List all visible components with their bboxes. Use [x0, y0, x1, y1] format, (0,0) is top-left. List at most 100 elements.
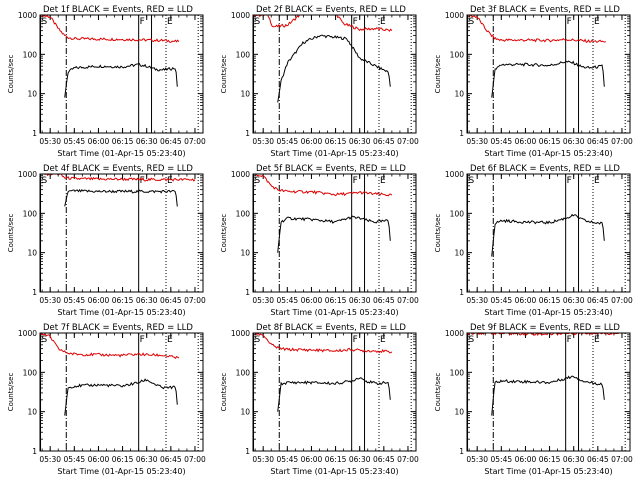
x-tick-label: 07:00: [184, 296, 206, 305]
y-axis-label: Counts/sec: [220, 55, 228, 94]
x-tick-label: 06:15: [112, 296, 134, 305]
x-tick-label: 05:30: [466, 137, 488, 146]
x-axis-label: Start Time (01-Apr-15 05:23:40): [57, 308, 185, 317]
x-tick-label: 06:00: [88, 137, 110, 146]
time-marker-label: S: [469, 17, 475, 27]
time-marker-label: E: [380, 17, 386, 27]
y-axis-label: Counts/sec: [7, 214, 15, 253]
x-tick-label: 05:30: [252, 137, 274, 146]
x-tick-label: 07:00: [611, 296, 633, 305]
y-axis-label: Counts/sec: [434, 373, 442, 412]
time-marker-label: F: [140, 176, 145, 186]
panel-data: [467, 333, 623, 416]
x-tick-label: 06:15: [539, 296, 561, 305]
panel-data: [467, 15, 607, 98]
y-tick-label: 1000: [231, 170, 250, 179]
time-marker-label: E: [380, 176, 386, 186]
series-line-lld: [40, 15, 180, 43]
time-marker-label: S: [255, 335, 261, 345]
y-tick-label: 1000: [18, 11, 37, 20]
y-tick-label: 1: [245, 447, 250, 456]
y-axis-label: Counts/sec: [220, 373, 228, 412]
panel-data: [253, 15, 393, 103]
series-line-events: [64, 188, 178, 207]
x-tick-label: 07:00: [397, 137, 419, 146]
x-tick-label: 07:00: [611, 455, 633, 464]
time-marker-label: E: [167, 335, 173, 345]
x-axis-label: Start Time (01-Apr-15 05:23:40): [270, 467, 398, 476]
x-axis-label: Start Time (01-Apr-15 05:23:40): [57, 467, 185, 476]
panel-det-5: Det 5f BLACK = Events, RED = LLD Counts/s…: [220, 164, 419, 317]
panel-det-7: Det 7f BLACK = Events, RED = LLD Counts/s…: [7, 323, 206, 476]
series-line-lld: [40, 174, 196, 182]
y-tick-label: 1000: [231, 11, 250, 20]
y-tick-label: 10: [240, 249, 250, 258]
panel-title: Det 2f BLACK = Events, RED = LLD: [256, 5, 406, 15]
x-tick-label: 06:45: [587, 137, 609, 146]
time-marker-label: E: [594, 335, 600, 345]
x-tick-label: 06:30: [136, 455, 158, 464]
series-line-lld: [253, 174, 393, 197]
plot-frame: [39, 14, 204, 134]
time-marker-label: S: [255, 17, 261, 27]
plot-frame: [466, 14, 631, 134]
series-line-events: [277, 34, 391, 103]
x-tick-label: 06:15: [325, 296, 347, 305]
x-tick-label: 06:15: [539, 455, 561, 464]
x-tick-label: 06:30: [563, 296, 585, 305]
series-line-lld: [253, 15, 393, 32]
x-tick-label: 06:15: [112, 455, 134, 464]
time-marker-label: S: [42, 176, 48, 186]
y-axis-label: Counts/sec: [434, 55, 442, 94]
panel-det-9: Det 9f BLACK = Events, RED = LLD Counts/s…: [434, 323, 633, 476]
time-marker-label: F: [353, 17, 358, 27]
x-tick-label: 06:45: [373, 137, 395, 146]
x-tick-label: 07:00: [397, 455, 419, 464]
time-marker-label: S: [469, 335, 475, 345]
x-tick-label: 06:15: [325, 137, 347, 146]
x-tick-label: 05:45: [64, 455, 86, 464]
x-tick-label: 05:30: [39, 296, 61, 305]
y-tick-label: 100: [450, 368, 465, 377]
time-marker-label: F: [567, 176, 572, 186]
x-tick-label: 06:15: [539, 137, 561, 146]
x-tick-label: 07:00: [184, 455, 206, 464]
x-tick-label: 06:30: [136, 296, 158, 305]
plot-frame: [39, 173, 204, 293]
time-marker-label: S: [42, 17, 48, 27]
x-tick-label: 06:45: [160, 137, 182, 146]
y-tick-label: 1: [459, 447, 464, 456]
panel-title: Det 3f BLACK = Events, RED = LLD: [470, 5, 620, 15]
x-tick-label: 06:15: [325, 455, 347, 464]
time-marker-label: E: [380, 335, 386, 345]
x-tick-label: 05:30: [466, 455, 488, 464]
y-axis-label: Counts/sec: [7, 373, 15, 412]
panel-data: [40, 15, 180, 98]
series-line-events: [277, 215, 391, 253]
series-line-events: [491, 213, 605, 257]
panel-det-6: Det 6f BLACK = Events, RED = LLD Counts/s…: [434, 164, 633, 317]
series-line-events: [64, 378, 178, 416]
plot-frame: [252, 14, 417, 134]
x-tick-label: 06:00: [301, 296, 323, 305]
x-axis-label: Start Time (01-Apr-15 05:23:40): [270, 149, 398, 158]
x-axis-label: Start Time (01-Apr-15 05:23:40): [270, 308, 398, 317]
y-tick-label: 100: [23, 368, 38, 377]
y-tick-label: 1: [245, 129, 250, 138]
x-axis-label: Start Time (01-Apr-15 05:23:40): [484, 149, 612, 158]
panel-data: [491, 213, 605, 257]
panel-title: Det 6f BLACK = Events, RED = LLD: [470, 164, 620, 174]
x-tick-label: 06:45: [160, 296, 182, 305]
time-marker-label: E: [594, 17, 600, 27]
panel-title: Det 4f BLACK = Events, RED = LLD: [43, 164, 193, 174]
x-tick-label: 06:30: [349, 137, 371, 146]
x-tick-label: 06:45: [587, 296, 609, 305]
y-tick-label: 1000: [445, 170, 464, 179]
x-tick-label: 06:00: [515, 137, 537, 146]
time-marker-label: E: [167, 176, 173, 186]
y-tick-label: 10: [27, 249, 37, 258]
x-tick-label: 06:00: [88, 296, 110, 305]
y-tick-label: 1: [32, 129, 37, 138]
